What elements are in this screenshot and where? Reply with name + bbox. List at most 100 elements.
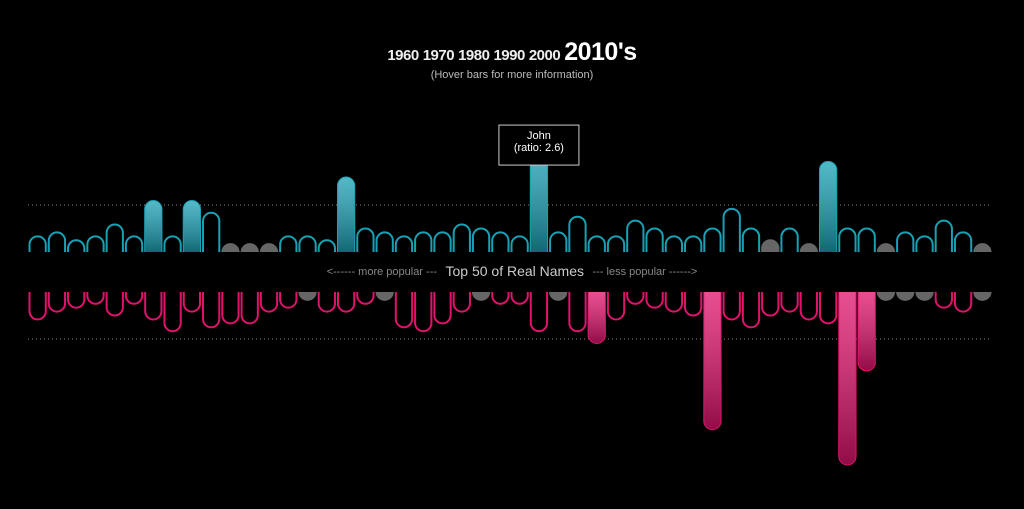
bar[interactable]: [953, 292, 973, 313]
bar[interactable]: [47, 292, 67, 313]
bar[interactable]: [240, 243, 259, 253]
bar[interactable]: [298, 235, 317, 252]
bar[interactable]: [896, 291, 915, 301]
bar[interactable]: [433, 231, 452, 252]
bar[interactable]: [645, 292, 664, 309]
bar-shade: [704, 292, 721, 430]
decade-option[interactable]: 1980: [458, 47, 490, 64]
bar[interactable]: [510, 235, 529, 252]
bar[interactable]: [529, 292, 549, 333]
bar[interactable]: [202, 211, 221, 252]
bar[interactable]: [47, 231, 67, 252]
bar[interactable]: [587, 235, 606, 252]
bar[interactable]: [163, 292, 182, 333]
bar[interactable]: [568, 215, 587, 252]
bar[interactable]: [221, 292, 240, 325]
bar[interactable]: [240, 292, 259, 325]
bar[interactable]: [606, 235, 626, 252]
bar[interactable]: [433, 292, 452, 325]
bar[interactable]: [452, 292, 471, 313]
bar[interactable]: [105, 223, 124, 252]
decade-option[interactable]: 2000: [528, 47, 561, 64]
bar[interactable]: [684, 292, 703, 317]
bar[interactable]: [549, 231, 568, 252]
bar[interactable]: [645, 227, 664, 252]
bar[interactable]: [414, 292, 433, 333]
bar[interactable]: [915, 235, 934, 252]
bar[interactable]: [741, 227, 761, 252]
bar[interactable]: [124, 292, 144, 305]
bar[interactable]: [973, 291, 992, 301]
bar[interactable]: [510, 292, 529, 305]
bar[interactable]: [259, 243, 279, 253]
bar[interactable]: [317, 239, 336, 252]
bar[interactable]: [934, 219, 953, 252]
bar[interactable]: [124, 235, 144, 252]
bar[interactable]: [799, 292, 818, 321]
bar[interactable]: [375, 291, 394, 301]
bar[interactable]: [549, 291, 568, 301]
bar[interactable]: [67, 239, 86, 252]
bar[interactable]: [664, 235, 684, 252]
bar[interactable]: [221, 243, 240, 253]
bar[interactable]: [471, 291, 491, 301]
bar[interactable]: [741, 292, 761, 329]
bar[interactable]: [568, 292, 587, 333]
bar[interactable]: [973, 243, 992, 253]
bar[interactable]: [298, 291, 317, 301]
bar[interactable]: [915, 291, 934, 301]
bar[interactable]: [144, 292, 163, 321]
bar[interactable]: [857, 227, 876, 252]
bar[interactable]: [28, 292, 47, 321]
bar[interactable]: [182, 292, 202, 313]
bar[interactable]: [953, 231, 973, 252]
bar[interactable]: [375, 231, 394, 252]
bar[interactable]: [722, 207, 741, 252]
bar[interactable]: [259, 292, 279, 313]
bar-shade: [337, 177, 355, 252]
bar[interactable]: [28, 235, 47, 252]
bar[interactable]: [452, 223, 471, 252]
bar[interactable]: [876, 291, 896, 301]
bar[interactable]: [761, 239, 780, 252]
bar[interactable]: [394, 235, 414, 252]
bar[interactable]: [471, 227, 491, 252]
bar[interactable]: [606, 292, 626, 321]
bar[interactable]: [163, 235, 182, 252]
bar[interactable]: [67, 292, 86, 309]
bar[interactable]: [414, 231, 433, 252]
bar[interactable]: [394, 292, 414, 329]
bar[interactable]: [626, 292, 645, 305]
bar[interactable]: [356, 292, 375, 305]
bar[interactable]: [279, 292, 298, 309]
decade-option[interactable]: 1990: [493, 47, 525, 64]
bar[interactable]: [722, 292, 741, 321]
header: 1960 1970 1980 1990 2000 2010's (Hover bars f…: [0, 38, 1024, 81]
bar[interactable]: [896, 231, 915, 252]
bar[interactable]: [491, 292, 510, 305]
bar[interactable]: [799, 243, 818, 253]
bar[interactable]: [876, 243, 896, 253]
bar[interactable]: [86, 292, 105, 305]
decade-option[interactable]: 1970: [422, 47, 455, 64]
bar[interactable]: [491, 231, 510, 252]
bar[interactable]: [279, 235, 298, 252]
bar[interactable]: [105, 292, 124, 317]
bar[interactable]: [664, 292, 684, 313]
bar[interactable]: [336, 292, 356, 313]
bar[interactable]: [202, 292, 221, 329]
decade-option[interactable]: 1960: [387, 47, 419, 64]
bar[interactable]: [818, 292, 838, 325]
bar[interactable]: [317, 292, 336, 313]
bar[interactable]: [86, 235, 105, 252]
bar[interactable]: [356, 227, 375, 252]
bar[interactable]: [780, 292, 799, 313]
bar[interactable]: [761, 292, 780, 317]
selected-decade[interactable]: 2010's: [564, 38, 637, 66]
bar[interactable]: [780, 227, 799, 252]
bar[interactable]: [626, 219, 645, 252]
bar[interactable]: [684, 235, 703, 252]
bar[interactable]: [934, 292, 953, 309]
bar[interactable]: [703, 227, 722, 252]
bar[interactable]: [838, 227, 857, 252]
